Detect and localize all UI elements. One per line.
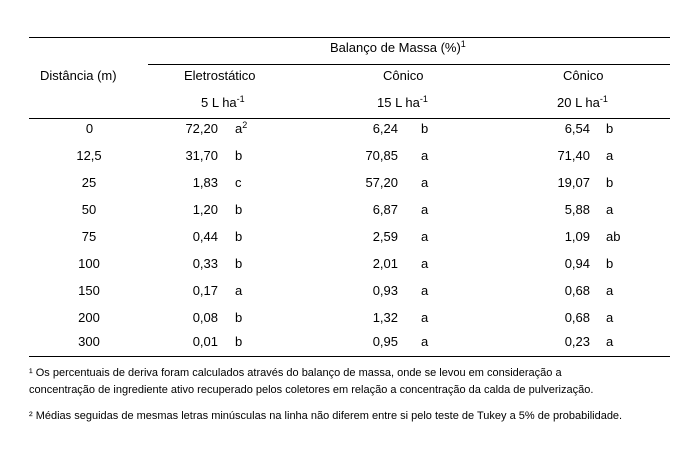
letter-cell-1: b — [235, 256, 243, 271]
letter-cell-3: b — [606, 256, 614, 271]
value-cell-1: 0,44 — [192, 229, 218, 244]
letter-cell-3: ab — [606, 229, 621, 244]
letter-cell-1: b — [235, 148, 243, 163]
value-cell-3: 71,40 — [557, 148, 590, 163]
value-cell-2: 0,95 — [372, 334, 398, 349]
value-cell-1: 1,83 — [192, 175, 218, 190]
value-cell-3: 0,68 — [564, 283, 590, 298]
letter-cell-2: a — [421, 283, 429, 298]
distance-cell: 50 — [81, 202, 97, 217]
letter-cell-3: a — [606, 310, 614, 325]
letter-cell-3: a — [606, 283, 614, 298]
column-name-3: Cônico — [563, 68, 604, 83]
column-rate-2-text: 15 L ha — [377, 95, 420, 110]
letter-cell-2: a — [421, 310, 429, 325]
header-bottom-rule — [29, 118, 670, 119]
column-rate-1-exp: -1 — [236, 94, 245, 104]
group-title: Balanço de Massa (%)1 — [330, 39, 466, 57]
value-cell-3: 5,88 — [564, 202, 590, 217]
value-cell-2: 0,93 — [372, 283, 398, 298]
letter-cell-1: a — [235, 283, 243, 298]
value-cell-3: 6,54 — [564, 121, 590, 136]
column-name-1: Eletrostático — [184, 68, 256, 83]
letter-cell-3: a — [606, 334, 614, 349]
value-cell-1: 1,20 — [192, 202, 218, 217]
column-name-2: Cônico — [383, 68, 424, 83]
value-cell-2: 70,85 — [365, 148, 398, 163]
group-title-footnote-ref: 1 — [460, 39, 466, 49]
footnote-1-line-1: ¹ Os percentuais de deriva foram calcula… — [29, 367, 562, 379]
column-rate-3: 20 L ha-1 — [557, 94, 608, 112]
column-rate-3-text: 20 L ha — [557, 95, 600, 110]
column-rate-2: 15 L ha-1 — [377, 94, 428, 112]
value-cell-3: 0,23 — [564, 334, 590, 349]
letter-1-footnote-ref: 2 — [242, 120, 248, 130]
distance-cell: 100 — [78, 256, 100, 271]
letter-cell-3: a — [606, 202, 614, 217]
distance-cell: 12,5 — [76, 148, 102, 163]
value-cell-1: 0,08 — [192, 310, 218, 325]
value-cell-2: 1,32 — [372, 310, 398, 325]
distance-cell: 25 — [81, 175, 97, 190]
value-cell-3: 19,07 — [557, 175, 590, 190]
letter-cell-3: b — [606, 175, 614, 190]
column-rate-1: 5 L ha-1 — [201, 94, 245, 112]
value-cell-2: 2,01 — [372, 256, 398, 271]
value-cell-2: 6,87 — [372, 202, 398, 217]
distance-cell: 300 — [78, 334, 100, 349]
value-cell-1: 0,33 — [192, 256, 218, 271]
distance-cell: 0 — [85, 121, 94, 136]
letter-cell-2: a — [421, 334, 429, 349]
letter-cell-2: a — [421, 229, 429, 244]
letter-cell-1: b — [235, 229, 243, 244]
value-cell-2: 57,20 — [365, 175, 398, 190]
letter-1: a — [235, 121, 243, 136]
value-cell-1: 31,70 — [185, 148, 218, 163]
column-rate-1-text: 5 L ha — [201, 95, 237, 110]
group-title-text: Balanço de Massa (%) — [330, 40, 461, 55]
value-cell-3: 0,94 — [564, 256, 590, 271]
letter-cell-1: b — [235, 310, 243, 325]
letter-cell-3: a — [606, 148, 614, 163]
value-cell-1: 0,01 — [192, 334, 218, 349]
letter-cell-1: c — [235, 175, 242, 190]
row-header: Distância (m) — [40, 68, 117, 83]
letter-cell-1: b — [235, 334, 243, 349]
letter-cell-1: a2 — [235, 120, 248, 138]
letter-cell-2: a — [421, 202, 429, 217]
letter-cell-2: b — [421, 121, 429, 136]
distance-cell: 150 — [78, 283, 100, 298]
value-cell-3: 1,09 — [564, 229, 590, 244]
top-rule — [29, 37, 670, 38]
value-cell-1: 0,17 — [192, 283, 218, 298]
column-rate-2-exp: -1 — [419, 94, 428, 104]
footnote-1-line-2: concentração de ingrediente ativo recupe… — [29, 384, 594, 396]
letter-cell-2: a — [421, 175, 429, 190]
distance-cell: 200 — [78, 310, 100, 325]
value-cell-3: 0,68 — [564, 310, 590, 325]
value-cell-2: 6,24 — [372, 121, 398, 136]
value-cell-2: 2,59 — [372, 229, 398, 244]
column-rate-3-exp: -1 — [599, 94, 608, 104]
bottom-rule — [29, 356, 670, 357]
value-cell-1: 72,20 — [185, 121, 218, 136]
letter-cell-2: a — [421, 256, 429, 271]
group-rule — [148, 64, 670, 65]
footnote-2: ² Médias seguidas de mesmas letras minús… — [29, 410, 623, 422]
letter-cell-3: b — [606, 121, 614, 136]
letter-cell-2: a — [421, 148, 429, 163]
letter-cell-1: b — [235, 202, 243, 217]
distance-cell: 75 — [81, 229, 97, 244]
